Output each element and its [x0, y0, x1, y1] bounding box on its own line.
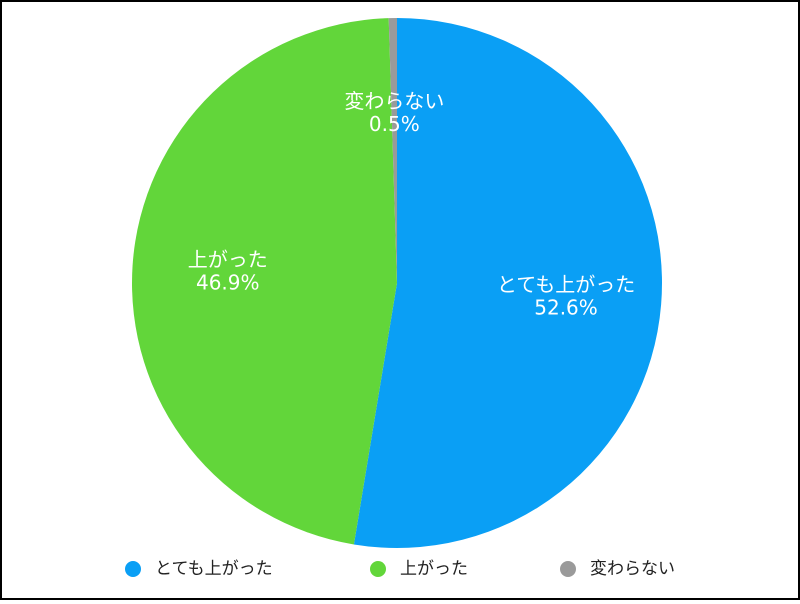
legend-label: 変わらない	[590, 559, 675, 579]
slice-value-label: 46.9%	[196, 270, 260, 294]
slice-category-label: とても上がった	[497, 272, 635, 296]
pie-slice	[388, 18, 397, 283]
pie-slice	[353, 18, 662, 548]
slice-category-label: 上がった	[188, 247, 268, 271]
legend-marker	[560, 561, 576, 577]
legend-label: 上がった	[400, 559, 468, 579]
legend-label: とても上がった	[155, 559, 273, 579]
legend-marker	[370, 561, 386, 577]
slice-category-label: 変わらない	[344, 89, 444, 113]
legend-marker	[125, 561, 141, 577]
pie-slice	[132, 18, 398, 545]
slice-value-label: 0.5%	[369, 112, 420, 136]
slice-value-label: 52.6%	[534, 295, 598, 319]
